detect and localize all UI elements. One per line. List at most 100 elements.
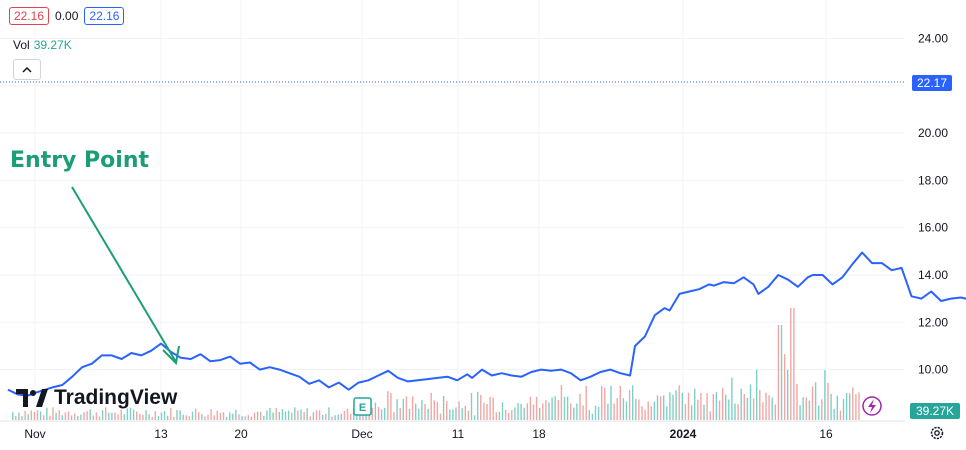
volume-bar bbox=[294, 407, 296, 420]
volume-bar bbox=[814, 382, 817, 420]
x-tick-label: 11 bbox=[452, 427, 465, 441]
volume-bar bbox=[591, 413, 594, 420]
volume-bar bbox=[672, 394, 674, 420]
volume-bar bbox=[790, 308, 792, 420]
volume-bar bbox=[253, 412, 256, 420]
volume-bar bbox=[746, 398, 749, 420]
volume-bar bbox=[92, 415, 94, 420]
y-tick-label: 10.00 bbox=[918, 363, 948, 377]
volume-bar bbox=[734, 403, 736, 420]
volume-bar bbox=[281, 409, 284, 420]
volume-bar bbox=[690, 405, 693, 420]
volume-bar bbox=[167, 415, 169, 420]
volume-bar bbox=[430, 392, 432, 420]
volume-bar bbox=[501, 402, 504, 420]
volume-bar bbox=[139, 413, 141, 420]
x-tick-label: 20 bbox=[234, 427, 248, 441]
annotation-arrow bbox=[71, 186, 177, 363]
volume-bar bbox=[105, 407, 107, 420]
volume-bar bbox=[551, 397, 553, 420]
volume-bar bbox=[340, 413, 342, 420]
volume-bar bbox=[511, 410, 513, 420]
volume-bar bbox=[783, 354, 786, 420]
volume-bar bbox=[647, 401, 649, 420]
volume-bar bbox=[461, 408, 463, 420]
volume-bar bbox=[402, 398, 404, 420]
volume-bar bbox=[15, 415, 17, 420]
volume-bar bbox=[129, 407, 132, 420]
volume-bar bbox=[80, 414, 82, 420]
volume-bar bbox=[725, 394, 727, 420]
volume-bar bbox=[477, 391, 479, 420]
volume-bar bbox=[805, 397, 807, 420]
volume-bar bbox=[700, 392, 702, 420]
volume-bar bbox=[61, 415, 63, 420]
volume-bar bbox=[86, 411, 88, 420]
volume-bar bbox=[470, 393, 473, 420]
volume-bar bbox=[136, 411, 138, 420]
volume-bar bbox=[210, 409, 212, 420]
volume-bar bbox=[39, 411, 42, 420]
volume-bar bbox=[89, 409, 91, 420]
volume-bar bbox=[666, 406, 668, 420]
volume-value: 39.27K bbox=[33, 38, 72, 52]
volume-bar bbox=[855, 394, 857, 420]
volume-bar bbox=[132, 409, 135, 420]
volume-bar bbox=[601, 386, 603, 420]
volume-bar bbox=[312, 412, 315, 420]
collapse-legend-button[interactable] bbox=[13, 59, 41, 80]
volume-bar bbox=[480, 394, 482, 420]
volume-bar bbox=[362, 413, 364, 420]
tradingview-logo[interactable]: TradingView bbox=[16, 386, 177, 410]
volume-bar bbox=[278, 412, 280, 420]
volume-bar bbox=[597, 406, 600, 420]
volume-bar bbox=[309, 416, 311, 420]
volume-bar bbox=[12, 412, 14, 420]
volume-bar bbox=[777, 325, 780, 420]
gear-icon[interactable] bbox=[929, 425, 945, 441]
volume-bar bbox=[64, 412, 67, 420]
volume-bar bbox=[635, 398, 637, 420]
volume-bar bbox=[802, 397, 804, 420]
volume-bar bbox=[526, 403, 528, 420]
volume-bar bbox=[743, 394, 745, 420]
volume-bar bbox=[287, 410, 290, 420]
volume-bar bbox=[300, 409, 302, 420]
volume-bar bbox=[532, 404, 535, 420]
volume-bar bbox=[275, 408, 277, 420]
volume-bar bbox=[579, 394, 581, 420]
volume-bar bbox=[337, 414, 339, 420]
y-tick-label: 24.00 bbox=[918, 31, 948, 45]
volume-bar bbox=[148, 414, 150, 420]
volume-bar bbox=[207, 414, 209, 420]
volume-bar bbox=[821, 399, 823, 420]
volume-bar bbox=[762, 402, 764, 420]
volume-bar bbox=[108, 412, 110, 420]
volume-bar bbox=[439, 413, 442, 420]
volume-bar bbox=[95, 412, 98, 420]
volume-bar bbox=[495, 412, 497, 420]
arrow-icon bbox=[162, 345, 180, 366]
volume-bar bbox=[570, 403, 572, 420]
volume-bar bbox=[771, 397, 773, 420]
last-price-badge: 22.17 bbox=[912, 75, 952, 91]
volume-bar bbox=[508, 412, 510, 420]
y-tick-label: 20.00 bbox=[918, 126, 948, 140]
volume-bar bbox=[514, 407, 516, 420]
x-tick-label: 16 bbox=[819, 427, 833, 441]
lightning-icon[interactable] bbox=[862, 396, 882, 416]
chevron-up-icon bbox=[22, 66, 32, 73]
volume-bar bbox=[449, 409, 451, 420]
volume-bar bbox=[328, 407, 330, 420]
volume-bar bbox=[179, 410, 181, 420]
volume-bar bbox=[70, 415, 73, 420]
volume-bar bbox=[539, 407, 541, 420]
volume-bar bbox=[644, 409, 646, 420]
volume-bar bbox=[343, 411, 346, 420]
earnings-marker[interactable]: E bbox=[353, 397, 372, 416]
volume-bar bbox=[768, 395, 770, 420]
volume-bar bbox=[653, 401, 656, 420]
volume-bar bbox=[452, 409, 454, 420]
volume-bar bbox=[433, 400, 435, 420]
